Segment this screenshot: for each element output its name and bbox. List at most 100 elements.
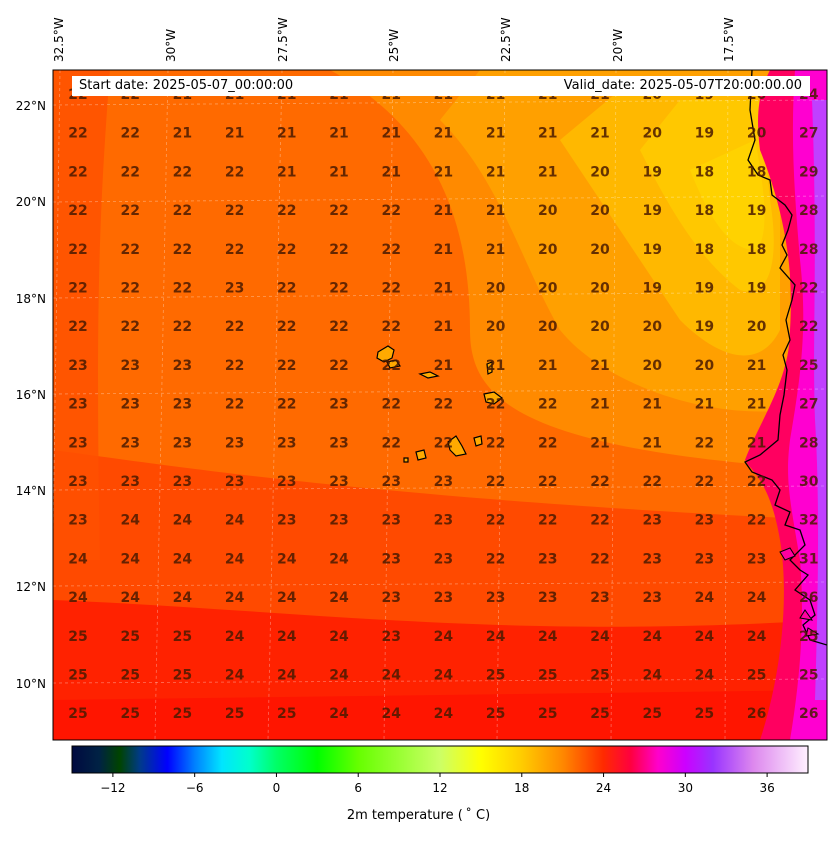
grid-value: 22 bbox=[120, 203, 139, 219]
grid-value: 24 bbox=[277, 551, 297, 567]
grid-value: 20 bbox=[590, 319, 610, 335]
grid-value: 24 bbox=[68, 590, 88, 606]
grid-value: 21 bbox=[434, 203, 453, 219]
latitude-label: 10°N bbox=[16, 677, 46, 691]
grid-value: 24 bbox=[225, 668, 245, 684]
grid-value: 21 bbox=[695, 397, 714, 413]
date-header-bar: Start date: 2025-05-07_00:00:00 Valid_da… bbox=[72, 76, 810, 96]
longitude-label: 27.5°W bbox=[276, 17, 290, 62]
grid-value: 22 bbox=[486, 397, 505, 413]
grid-value: 22 bbox=[120, 319, 139, 335]
latitude-label: 22°N bbox=[16, 99, 46, 113]
grid-value: 23 bbox=[642, 513, 661, 529]
grid-value: 25 bbox=[173, 668, 192, 684]
grid-value: 21 bbox=[538, 126, 557, 142]
start-date-label: Start date: 2025-05-07_00:00:00 bbox=[79, 78, 294, 93]
grid-value: 24 bbox=[434, 629, 454, 645]
grid-value: 20 bbox=[486, 319, 506, 335]
grid-value: 21 bbox=[434, 281, 453, 297]
longitude-label: 20°W bbox=[611, 29, 625, 62]
grid-value: 22 bbox=[277, 358, 296, 374]
coastline-africa bbox=[744, 70, 827, 646]
grid-value: 23 bbox=[642, 590, 661, 606]
grid-value: 21 bbox=[642, 397, 661, 413]
grid-value: 25 bbox=[68, 706, 87, 722]
grid-value: 20 bbox=[486, 281, 506, 297]
grid-value: 25 bbox=[799, 358, 818, 374]
grid-value: 23 bbox=[68, 397, 87, 413]
grid-value: 22 bbox=[381, 242, 400, 258]
grid-value: 20 bbox=[590, 203, 610, 219]
grid-value: 22 bbox=[590, 551, 609, 567]
latitude-labels: 22°N 20°N 18°N 16°N 14°N 12°N 10°N bbox=[16, 99, 46, 691]
grid-value: 23 bbox=[329, 474, 348, 490]
latitude-label: 18°N bbox=[16, 292, 46, 306]
grid-value: 23 bbox=[329, 435, 348, 451]
longitude-label: 32.5°W bbox=[52, 17, 66, 62]
grid-value: 23 bbox=[173, 397, 192, 413]
grid-value: 22 bbox=[225, 358, 244, 374]
grid-value: 22 bbox=[381, 358, 400, 374]
grid-value: 24 bbox=[486, 629, 506, 645]
grid-value: 23 bbox=[68, 474, 87, 490]
grid-value: 22 bbox=[747, 474, 766, 490]
grid-value: 24 bbox=[225, 551, 245, 567]
grid-value: 22 bbox=[329, 319, 348, 335]
grid-value: 18 bbox=[695, 164, 714, 180]
grid-value: 23 bbox=[434, 513, 453, 529]
grid-value: 22 bbox=[486, 474, 505, 490]
temperature-field: 22 22 21 21 21 21 21 21 21 21 21 20 19 20 24 22 22 21 21 21… bbox=[53, 70, 827, 740]
grid-value: 24 bbox=[120, 551, 140, 567]
grid-value: 21 bbox=[173, 126, 192, 142]
grid-value: 24 bbox=[120, 513, 140, 529]
grid-value: 18 bbox=[695, 203, 714, 219]
grid-value: 31 bbox=[799, 551, 818, 567]
grid-value: 24 bbox=[434, 706, 454, 722]
grid-value: 25 bbox=[538, 668, 557, 684]
grid-value: 22 bbox=[277, 242, 296, 258]
grid-value: 22 bbox=[277, 319, 296, 335]
grid-value: 22 bbox=[68, 281, 87, 297]
grid-value: 24 bbox=[277, 590, 297, 606]
grid-value: 24 bbox=[173, 590, 193, 606]
grid-value: 22 bbox=[747, 513, 766, 529]
grid-value: 21 bbox=[486, 358, 505, 374]
grid-value: 22 bbox=[695, 474, 714, 490]
grid-value: 22 bbox=[695, 435, 714, 451]
grid-value: 26 bbox=[799, 590, 818, 606]
grid-value: 21 bbox=[590, 435, 609, 451]
grid-value: 25 bbox=[590, 706, 609, 722]
grid-value: 22 bbox=[434, 397, 453, 413]
grid-value: 22 bbox=[173, 164, 192, 180]
grid-value: 24 bbox=[329, 590, 349, 606]
grid-value: 21 bbox=[486, 242, 505, 258]
grid-value: 25 bbox=[747, 668, 766, 684]
grid-value: 24 bbox=[120, 590, 140, 606]
grid-value: 22 bbox=[381, 319, 400, 335]
grid-value: 24 bbox=[381, 668, 401, 684]
grid-value: 22 bbox=[434, 435, 453, 451]
grid-value: 23 bbox=[434, 590, 453, 606]
grid-value: 28 bbox=[799, 203, 818, 219]
grid-value: 22 bbox=[277, 397, 296, 413]
grid-value: 23 bbox=[68, 513, 87, 529]
grid-value: 21 bbox=[590, 397, 609, 413]
grid-value: 22 bbox=[68, 242, 87, 258]
grid-value: 21 bbox=[381, 126, 400, 142]
grid-value: 24 bbox=[329, 668, 349, 684]
grid-value: 23 bbox=[329, 397, 348, 413]
grid-value: 28 bbox=[799, 435, 818, 451]
latitude-label: 20°N bbox=[16, 195, 46, 209]
colorbar-tick-label: 18 bbox=[514, 781, 529, 795]
grid-value: 23 bbox=[68, 435, 87, 451]
grid-value: 25 bbox=[120, 668, 139, 684]
grid-value: 24 bbox=[434, 668, 454, 684]
grid-value: 24 bbox=[225, 629, 245, 645]
grid-value: 25 bbox=[695, 706, 714, 722]
grid-value: 23 bbox=[434, 474, 453, 490]
temperature-value-grid: 22 22 21 21 21 21 21 21 21 21 21 20 19 20 24 22 22 21 21 21… bbox=[68, 87, 819, 722]
grid-value: 23 bbox=[381, 551, 400, 567]
cape-verde-islands bbox=[376, 345, 503, 463]
grid-value: 21 bbox=[381, 164, 400, 180]
